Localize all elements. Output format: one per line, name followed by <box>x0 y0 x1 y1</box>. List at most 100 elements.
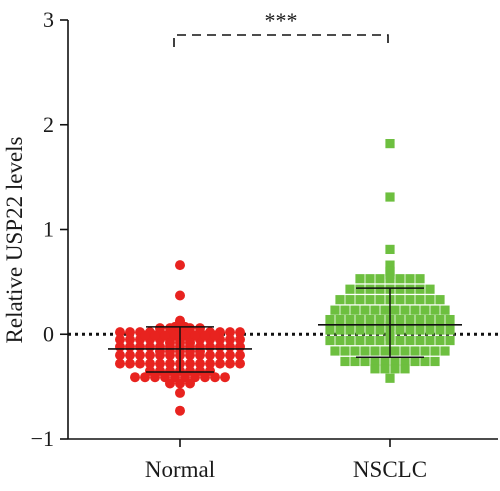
data-point-nsclc <box>390 364 400 374</box>
data-point-normal <box>115 350 125 361</box>
data-point-nsclc <box>345 284 355 294</box>
data-point-nsclc <box>410 305 420 315</box>
data-point-normal <box>185 358 195 369</box>
data-point-nsclc <box>415 335 425 346</box>
data-point-nsclc <box>435 295 445 305</box>
data-point-nsclc <box>415 314 425 325</box>
data-point-nsclc <box>345 335 355 346</box>
x-category-label: Normal <box>145 457 215 482</box>
data-point-normal <box>160 330 170 341</box>
data-point-nsclc <box>360 356 370 367</box>
data-point-nsclc <box>400 346 410 356</box>
data-point-nsclc <box>380 364 390 374</box>
data-point-nsclc <box>345 314 355 325</box>
data-point-normal <box>165 337 175 348</box>
data-point-nsclc <box>325 314 335 325</box>
data-point-normal <box>235 358 245 369</box>
data-point-nsclc <box>415 274 425 284</box>
data-point-nsclc <box>405 325 415 335</box>
data-point-normal <box>155 358 165 369</box>
data-point-normal <box>215 350 225 361</box>
data-point-nsclc <box>430 305 440 315</box>
data-point-nsclc <box>395 314 405 325</box>
data-point-nsclc <box>355 325 365 335</box>
y-tick-label: 1 <box>43 217 54 242</box>
axes-layer <box>60 19 498 447</box>
data-point-normal <box>135 350 145 361</box>
data-point-nsclc <box>365 325 375 335</box>
data-point-normal <box>150 330 160 341</box>
data-point-nsclc <box>445 325 455 335</box>
data-point-nsclc <box>400 364 410 374</box>
data-point-nsclc <box>440 305 450 315</box>
data-point-nsclc <box>325 335 335 346</box>
data-point-nsclc <box>445 335 455 346</box>
data-point-nsclc <box>395 325 405 335</box>
points-layer <box>115 139 455 416</box>
data-point-nsclc <box>375 284 385 294</box>
stats-layer <box>108 287 462 373</box>
data-point-nsclc <box>430 346 440 356</box>
data-point-normal <box>175 378 185 389</box>
data-point-nsclc <box>385 274 395 284</box>
data-point-nsclc <box>330 305 340 315</box>
data-point-nsclc <box>380 346 390 356</box>
data-point-normal <box>130 372 140 383</box>
text-layer: Relative USP22 levels *** −1 0 1 2 3 Normal NS… <box>2 7 427 482</box>
data-point-nsclc <box>355 274 365 284</box>
data-point-nsclc <box>385 244 395 255</box>
data-point-normal <box>125 334 135 345</box>
data-point-nsclc <box>425 314 435 325</box>
data-point-normal <box>175 405 185 416</box>
data-point-nsclc <box>365 335 375 346</box>
data-point-nsclc <box>420 346 430 356</box>
data-point-nsclc <box>390 305 400 315</box>
data-point-normal <box>115 358 125 369</box>
data-point-normal <box>125 327 135 338</box>
data-point-normal <box>195 358 205 369</box>
data-point-normal <box>225 334 235 345</box>
data-point-nsclc <box>360 346 370 356</box>
data-point-nsclc <box>345 325 355 335</box>
data-point-nsclc <box>375 295 385 305</box>
data-point-nsclc <box>370 356 380 367</box>
data-point-normal <box>205 350 215 361</box>
data-point-nsclc <box>440 346 450 356</box>
data-point-nsclc <box>365 284 375 294</box>
data-point-nsclc <box>425 295 435 305</box>
data-point-normal <box>225 327 235 338</box>
significance-bracket <box>173 34 389 47</box>
data-point-nsclc <box>350 305 360 315</box>
data-point-nsclc <box>375 274 385 284</box>
data-point-normal <box>140 330 150 341</box>
data-point-nsclc <box>340 305 350 315</box>
data-point-nsclc <box>405 284 415 294</box>
data-point-nsclc <box>385 192 395 202</box>
data-point-nsclc <box>375 325 385 335</box>
data-point-nsclc <box>335 335 345 346</box>
data-point-normal <box>225 350 235 361</box>
data-point-nsclc <box>425 325 435 335</box>
data-point-nsclc <box>420 305 430 315</box>
data-point-normal <box>150 372 160 383</box>
data-point-nsclc <box>365 274 375 284</box>
data-point-normal <box>215 358 225 369</box>
data-point-nsclc <box>415 325 425 335</box>
data-point-normal <box>185 378 195 389</box>
data-point-normal <box>170 330 180 341</box>
data-point-nsclc <box>385 260 395 270</box>
data-point-normal <box>220 372 230 383</box>
data-point-nsclc <box>355 295 365 305</box>
data-point-nsclc <box>395 295 405 305</box>
data-point-nsclc <box>335 295 345 305</box>
data-point-nsclc <box>405 295 415 305</box>
data-point-normal <box>140 372 150 383</box>
data-point-nsclc <box>370 305 380 315</box>
data-point-normal <box>125 358 135 369</box>
data-point-normal <box>205 358 215 369</box>
y-tick-label: 2 <box>43 112 54 137</box>
data-point-normal <box>200 330 210 341</box>
data-point-nsclc <box>420 356 430 367</box>
data-point-nsclc <box>410 346 420 356</box>
